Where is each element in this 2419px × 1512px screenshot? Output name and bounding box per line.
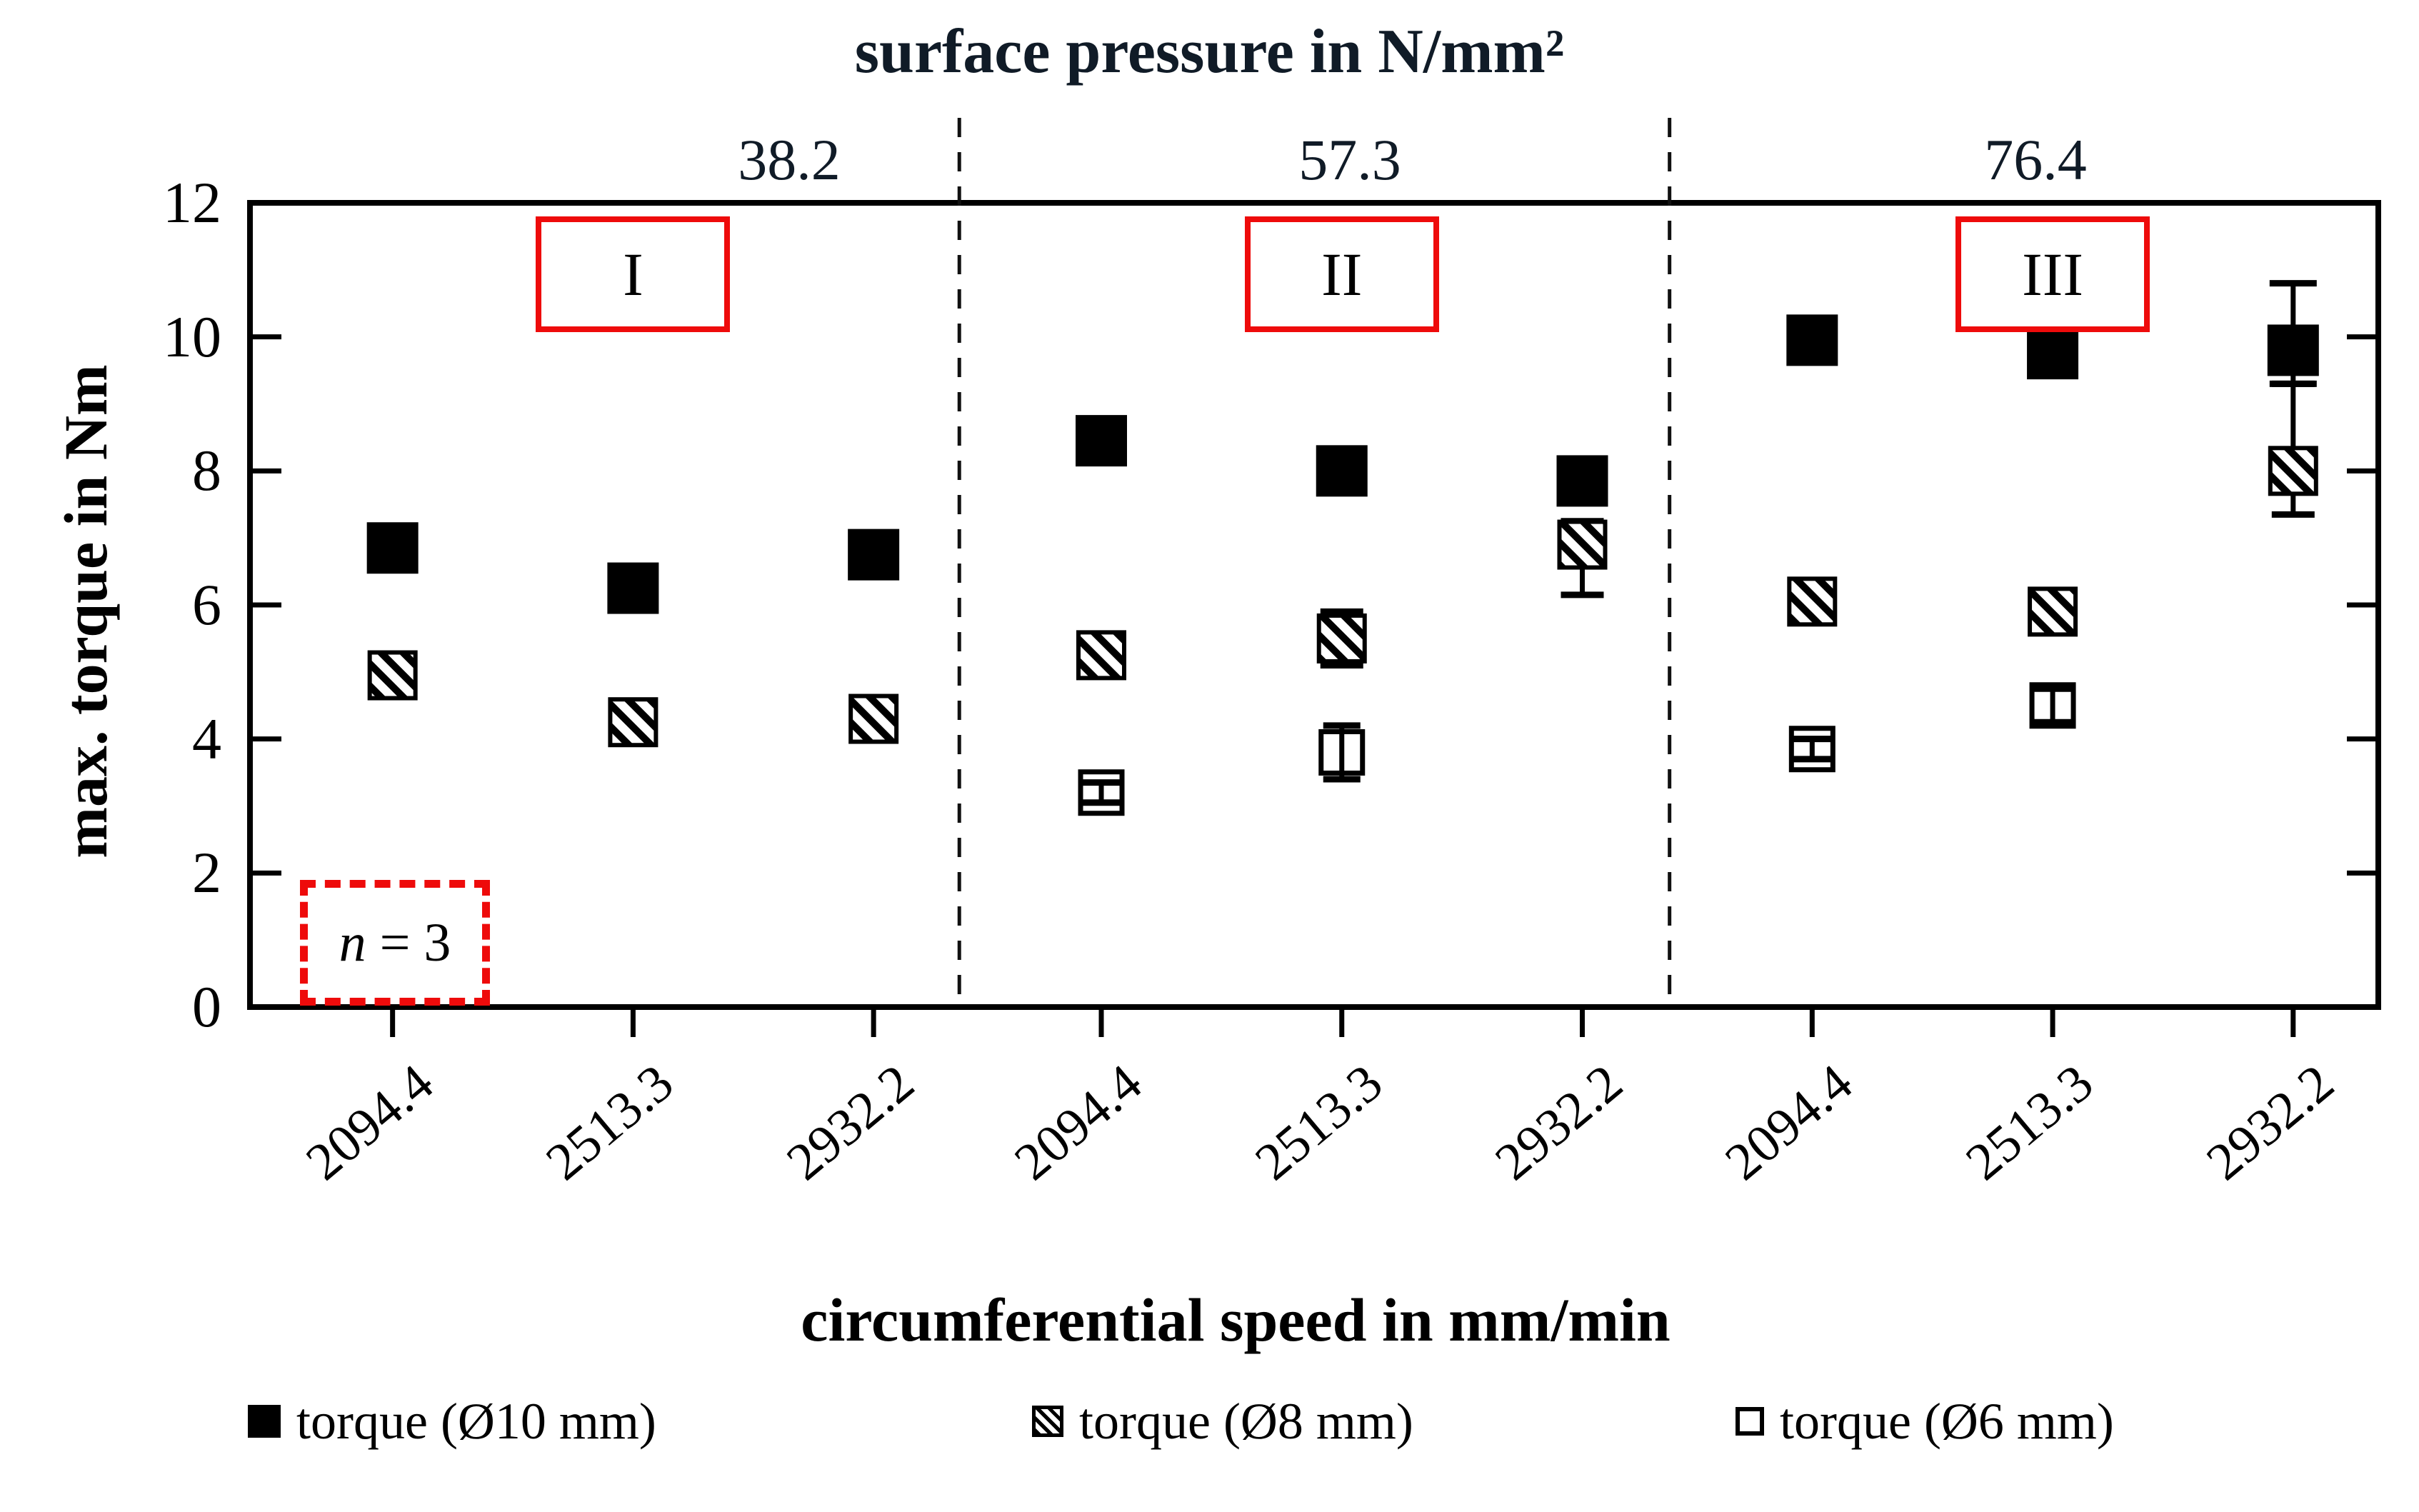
top-axis-title: surface pressure in N/mm² xyxy=(854,17,1565,86)
data-point-I-2094.4 xyxy=(366,522,419,701)
marker-torque-d10-filled-square xyxy=(1786,314,1838,366)
data-point-III-2932.2 xyxy=(2267,280,2319,518)
marker-torque-d10-filled-square xyxy=(848,529,900,581)
marker-torque-d10-filled-square xyxy=(2027,328,2079,380)
legend-label-d8: torque (Ø8 mm) xyxy=(1079,1392,1413,1450)
region-box-I: I xyxy=(536,216,731,332)
data-point-I-2513.3 xyxy=(607,562,659,748)
marker-torque-d10-filled-square xyxy=(1076,415,1127,467)
annotation-value: = 3 xyxy=(366,912,451,973)
data-point-III-2094.4 xyxy=(1786,314,1838,773)
marker-torque-d10-filled-square xyxy=(366,522,419,574)
annotation-n: n xyxy=(339,912,366,973)
legend-label-d6: torque (Ø6 mm) xyxy=(1780,1392,2114,1450)
data-point-II-2932.2 xyxy=(1556,455,1608,599)
y-tick-label-12: 12 xyxy=(163,170,221,235)
legend-item-d10: torque (Ø10 mm) xyxy=(248,1382,656,1461)
marker-torque-d8-hatched-square xyxy=(1076,630,1126,681)
data-point-II-2513.3 xyxy=(1316,445,1368,783)
legend-item-d8: torque (Ø8 mm) xyxy=(1032,1382,1413,1461)
pressure-value-label-III: 76.4 xyxy=(1984,127,2087,192)
data-point-I-2932.2 xyxy=(848,529,900,744)
y-tick-label-4: 4 xyxy=(192,706,221,771)
marker-torque-d10-filled-square xyxy=(1556,455,1608,507)
marker-torque-d8-hatched-square xyxy=(1316,613,1367,664)
data-point-II-2094.4 xyxy=(1076,415,1127,816)
marker-torque-d10-filled-square xyxy=(607,562,659,614)
region-label-III: III xyxy=(2022,240,2083,309)
sample-size-annotation-box: n = 3 xyxy=(300,880,490,1006)
marker-torque-d8-hatched-square xyxy=(2028,586,2078,637)
legend-marker-filled-square-icon xyxy=(248,1405,281,1438)
legend-marker-open-square-icon xyxy=(1736,1407,1764,1436)
y-tick-label-6: 6 xyxy=(192,572,221,637)
marker-torque-d8-hatched-square xyxy=(367,650,418,701)
pressure-value-label-I: 38.2 xyxy=(738,127,841,192)
x-axis-title: circumferential speed in mm/min xyxy=(801,1286,1671,1354)
marker-torque-d8-hatched-square xyxy=(848,694,899,744)
legend-item-d6: torque (Ø6 mm) xyxy=(1736,1382,2114,1461)
y-tick-label-10: 10 xyxy=(163,304,221,369)
y-tick-label-2: 2 xyxy=(192,840,221,906)
marker-torque-d8-hatched-square xyxy=(2268,446,2318,496)
marker-torque-d8-hatched-square xyxy=(1557,519,1608,570)
data-point-III-2513.3 xyxy=(2027,328,2079,729)
marker-torque-d10-filled-square xyxy=(1316,445,1368,497)
marker-torque-d10-filled-square xyxy=(2267,324,2319,376)
marker-torque-d6-open-square xyxy=(1078,769,1125,816)
region-box-III: III xyxy=(1955,216,2150,332)
marker-torque-d8-hatched-square xyxy=(608,697,658,748)
marker-torque-d8-hatched-square xyxy=(1787,576,1838,627)
region-box-II: II xyxy=(1244,216,1439,332)
legend-marker-hatched-square-icon xyxy=(1032,1406,1063,1437)
y-tick-label-0: 0 xyxy=(192,974,221,1039)
region-label-I: I xyxy=(623,240,643,309)
pressure-value-label-II: 57.3 xyxy=(1298,127,1401,192)
y-tick-label-8: 8 xyxy=(192,438,221,504)
region-label-II: II xyxy=(1321,240,1363,309)
legend-label-d10: torque (Ø10 mm) xyxy=(296,1392,656,1450)
